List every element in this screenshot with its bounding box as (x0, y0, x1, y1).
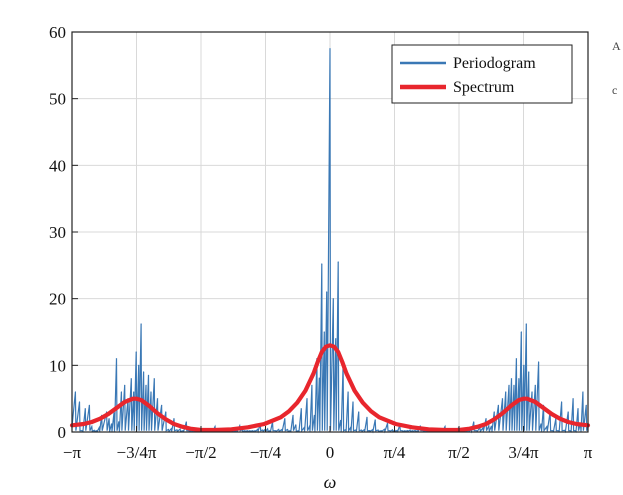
periodogram-peak-point (161, 404, 163, 406)
periodogram-peak-point (337, 261, 339, 263)
periodogram-peak-point (130, 378, 132, 380)
periodogram-peak-point (335, 338, 337, 340)
periodogram-peak-point (525, 323, 527, 325)
periodogram-peak-point (185, 421, 187, 423)
periodogram-peak-point (531, 391, 533, 393)
x-axis-label: ω (324, 472, 337, 492)
periodogram-peak-point (347, 391, 349, 393)
periodogram-peak-point (534, 384, 536, 386)
periodogram-peak-point (150, 391, 152, 393)
periodogram-peak-point (329, 48, 331, 50)
x-tick-label: −π/4 (250, 443, 282, 462)
periodogram-peak-point (515, 358, 518, 360)
y-tick-label: 60 (49, 23, 66, 42)
periodogram-peak-point (292, 414, 294, 416)
periodogram-peak-point (493, 411, 495, 413)
periodogram-peak-point (473, 421, 475, 423)
x-axis-ticks: −π −3/4π −π/2 −π/4 0 π/4 π/2 3/4π π (63, 426, 593, 462)
periodogram-peak-point (173, 418, 175, 420)
periodogram-peak-point (513, 384, 515, 386)
y-axis-ticks: 0 10 20 30 40 50 60 (49, 23, 78, 442)
periodogram-peak-point (140, 323, 142, 325)
periodogram-peak-point (326, 291, 328, 293)
legend-label-periodogram: Periodogram (453, 55, 536, 72)
periodogram-peak-point (510, 378, 513, 380)
periodogram-peak-point (505, 391, 507, 393)
periodogram-peak-point (214, 426, 216, 428)
periodogram-peak-point (358, 411, 360, 413)
periodogram-peak-point (306, 398, 308, 400)
periodogram-peak-point (88, 404, 90, 406)
periodogram-peak-point (138, 364, 140, 366)
y-tick-label: 30 (49, 223, 66, 242)
periodogram-peak-point (444, 426, 446, 428)
x-tick-label: 3/4π (508, 443, 539, 462)
periodogram-peak-point (332, 298, 334, 300)
periodogram-peak-point (321, 263, 323, 265)
periodogram-peak-point (106, 411, 108, 413)
cropped-edge-char: c (612, 83, 617, 97)
periodogram-peak-point (577, 408, 579, 410)
periodogram-peak-point (74, 391, 77, 393)
y-tick-label: 20 (49, 290, 66, 309)
periodogram-peak-point (374, 419, 376, 421)
periodogram-peak-point (523, 364, 525, 366)
periodogram-peak-point (585, 404, 587, 406)
periodogram-peak-point (560, 401, 563, 403)
periodogram-peak-point (135, 351, 137, 353)
periodogram-peak-point (572, 398, 574, 400)
x-tick-label: π/4 (384, 443, 406, 462)
y-tick-label: 50 (49, 90, 66, 109)
x-tick-label: π (584, 443, 593, 462)
x-tick-label: −π/2 (185, 443, 216, 462)
periodogram-peak-point (84, 408, 86, 410)
periodogram-peak-point (518, 378, 520, 380)
legend-label-spectrum: Spectrum (453, 79, 515, 96)
periodogram-peak-point (78, 401, 81, 403)
cropped-edge-char: A (612, 39, 621, 53)
periodogram-peak-point (142, 371, 145, 373)
spectrum-line (69, 343, 591, 433)
periodogram-peak-point (147, 374, 150, 376)
periodogram-peak-point (120, 391, 123, 393)
periodogram-peak-point (528, 371, 530, 373)
periodogram-peak-point (124, 384, 126, 386)
periodogram-peak-point (501, 398, 504, 400)
periodogram-peak-point (115, 358, 118, 360)
periodogram-peak-point (311, 384, 313, 386)
periodogram-peak-point (133, 391, 135, 393)
y-tick-label: 10 (49, 356, 66, 375)
periodogram-peak-point (497, 404, 499, 406)
periodogram-peak-point (156, 398, 159, 400)
periodogram-peak-point (153, 378, 155, 380)
periodogram-peak-point (537, 361, 540, 363)
periodogram-peak-point (323, 331, 325, 333)
periodogram-peak-point (520, 331, 522, 333)
periodogram-peak-point (145, 384, 147, 386)
periodogram-peak-point (567, 411, 569, 413)
periodogram-peak-point (300, 408, 302, 410)
periodogram-peak-point (582, 391, 584, 393)
periodogram-line (71, 48, 589, 434)
periodogram-peak-point (485, 418, 487, 420)
legend: Periodogram Spectrum (391, 44, 573, 104)
x-tick-label: −π (63, 443, 82, 462)
x-tick-label: 0 (326, 443, 335, 462)
legend-box (391, 44, 573, 104)
x-tick-label: −3/4π (117, 443, 157, 462)
y-tick-label: 40 (49, 156, 66, 175)
periodogram-peak-point (352, 401, 354, 403)
y-tick-label: 0 (58, 423, 67, 442)
periodogram-peak-point (508, 384, 510, 386)
periodogram-peak-point (284, 418, 286, 420)
x-tick-label: π/2 (448, 443, 470, 462)
periodogram-peak-point (165, 411, 167, 413)
periodogram-peak-point (366, 416, 368, 418)
